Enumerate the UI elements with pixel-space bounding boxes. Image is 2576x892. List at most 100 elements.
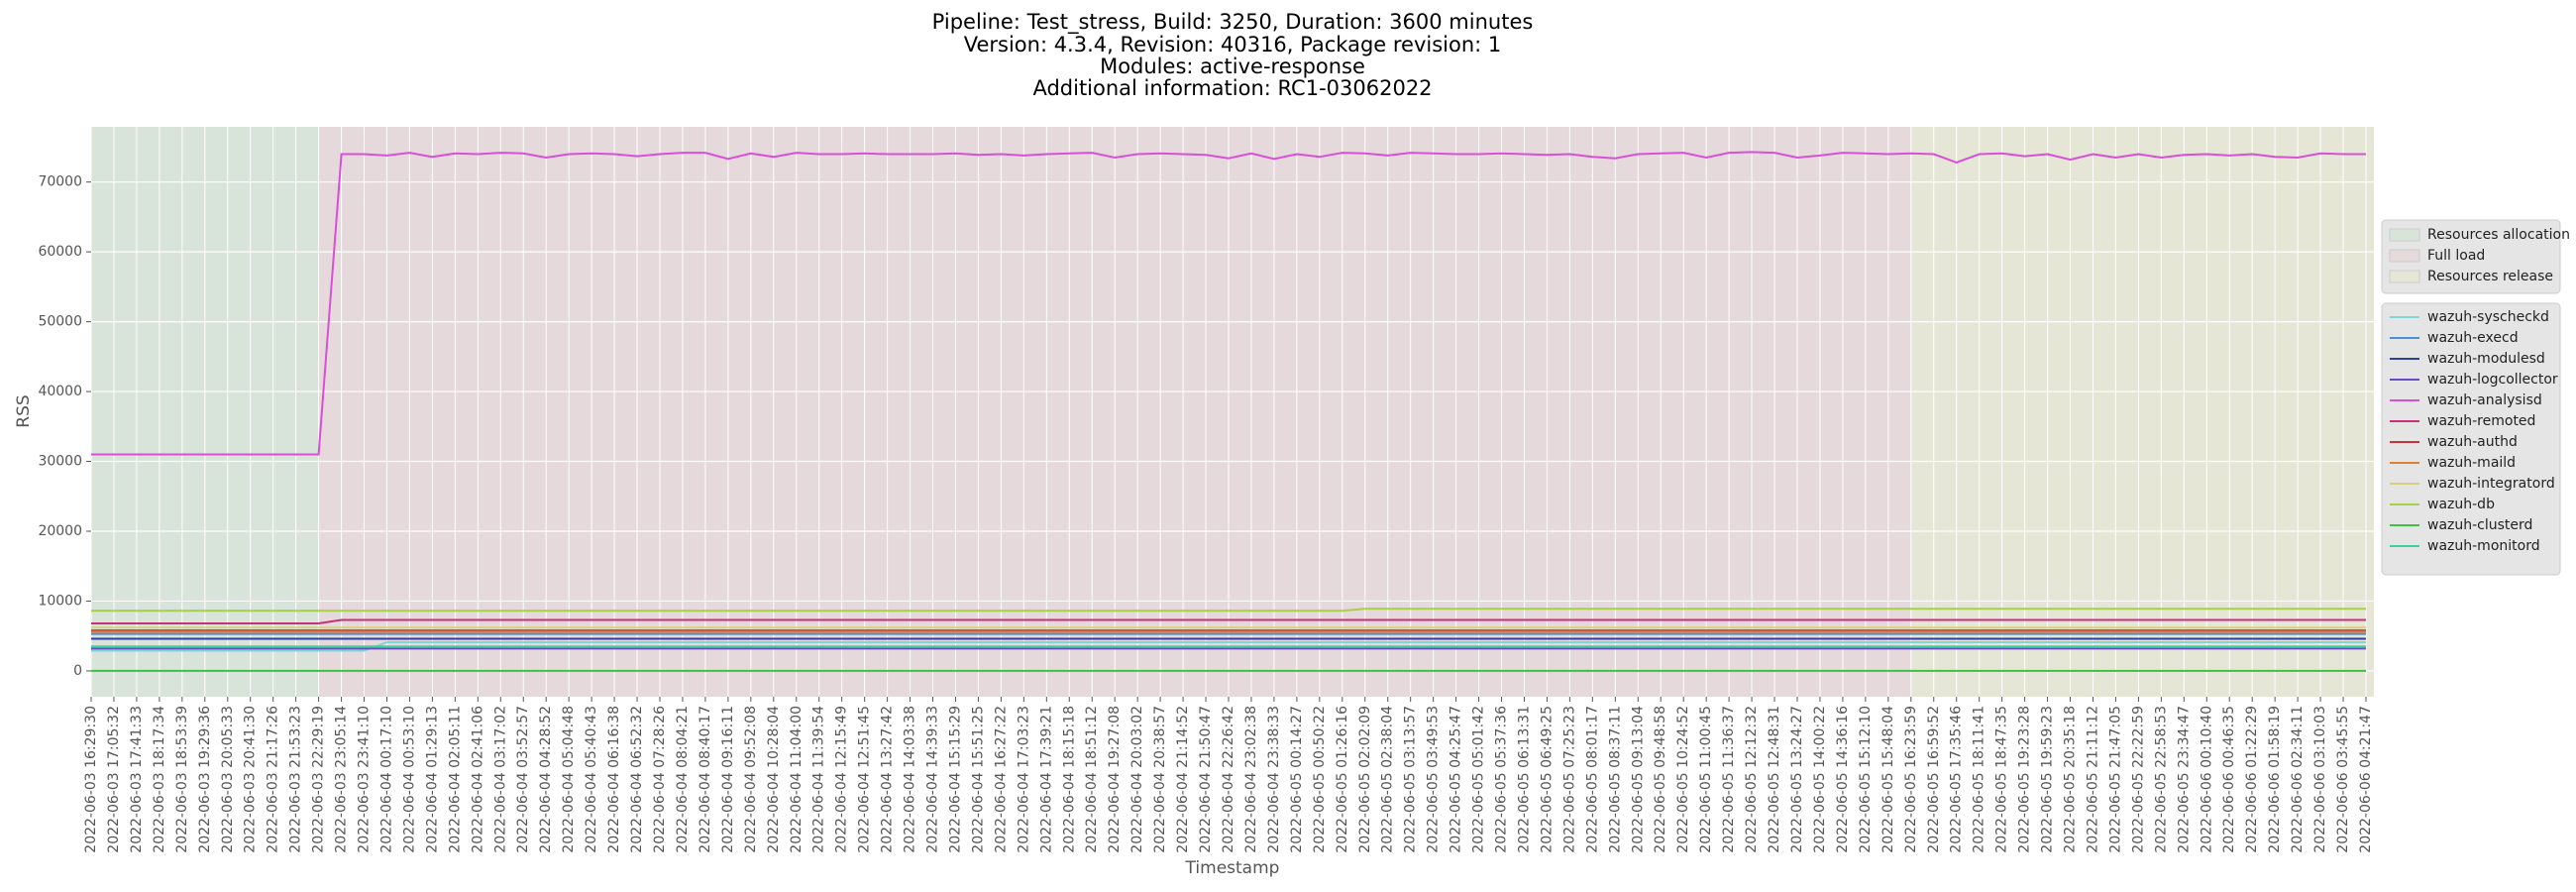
x-tick-label: 2022-06-04 03:52:57 — [515, 706, 531, 853]
x-tick-label: 2022-06-04 02:05:11 — [447, 706, 463, 853]
x-tick-label: 2022-06-05 22:22:59 — [2130, 706, 2146, 853]
x-tick-label: 2022-06-05 07:25:23 — [1561, 706, 1577, 853]
x-tick-label: 2022-06-04 02:41:06 — [470, 706, 485, 853]
series-line — [91, 618, 2366, 624]
x-tick-label: 2022-06-03 16:29:30 — [83, 706, 99, 853]
legend-label: Full load — [2427, 248, 2485, 264]
x-tick-label: 2022-06-06 01:22:29 — [2244, 706, 2260, 853]
x-tick-label: 2022-06-05 14:36:16 — [1835, 706, 1851, 853]
x-tick-label: 2022-06-04 03:17:02 — [492, 706, 508, 853]
y-tick-label: 70000 — [38, 174, 82, 190]
x-tick-label: 2022-06-03 23:05:14 — [334, 706, 350, 853]
x-tick-label: 2022-06-06 00:46:35 — [2221, 706, 2237, 853]
x-tick-label: 2022-06-03 23:41:10 — [357, 706, 373, 853]
chart-title: Pipeline: Test_stress, Build: 3250, Dura… — [932, 10, 1534, 35]
legend-box — [2381, 302, 2561, 576]
x-tick-label: 2022-06-05 06:49:25 — [1539, 706, 1555, 853]
x-tick-label: 2022-06-04 18:51:12 — [1084, 706, 1100, 853]
x-tick-label: 2022-06-05 21:11:12 — [2085, 706, 2100, 853]
legend-label: wazuh-monitord — [2427, 538, 2540, 554]
x-tick-label: 2022-06-04 12:15:49 — [834, 706, 850, 853]
x-tick-label: 2022-06-05 04:25:47 — [1449, 706, 1464, 853]
x-tick-label: 2022-06-05 00:14:27 — [1289, 706, 1305, 853]
legend-label: wazuh-modulesd — [2427, 351, 2545, 367]
x-tick-label: 2022-06-04 17:03:23 — [1016, 706, 1031, 853]
x-tick-label: 2022-06-05 01:26:16 — [1335, 706, 1350, 853]
x-tick-label: 2022-06-04 04:28:52 — [538, 706, 554, 853]
x-tick-label: 2022-06-05 09:48:58 — [1653, 706, 1668, 853]
y-axis-label: RSS — [14, 394, 34, 427]
x-tick-label: 2022-06-04 23:02:38 — [1243, 706, 1259, 853]
x-tick-label: 2022-06-05 05:01:42 — [1471, 706, 1487, 853]
x-tick-label: 2022-06-04 10:28:04 — [766, 706, 782, 853]
x-tick-label: 2022-06-05 05:37:36 — [1494, 706, 1510, 853]
x-tick-label: 2022-06-04 13:27:42 — [880, 706, 896, 853]
y-tick-label: 50000 — [38, 314, 82, 330]
x-tick-label: 2022-06-04 05:04:48 — [561, 706, 577, 853]
x-tick-label: 2022-06-05 11:36:37 — [1721, 706, 1737, 853]
x-tick-label: 2022-06-03 17:05:32 — [106, 706, 122, 853]
x-tick-label: 2022-06-04 19:27:08 — [1107, 706, 1123, 853]
legend-label: Resources release — [2427, 269, 2553, 284]
x-tick-label: 2022-06-03 19:29:36 — [197, 706, 213, 853]
legend-label: wazuh-analysisd — [2427, 392, 2542, 408]
x-tick-label: 2022-06-06 01:58:19 — [2267, 706, 2283, 853]
x-tick-label: 2022-06-04 11:39:54 — [811, 706, 827, 853]
x-tick-label: 2022-06-05 22:58:53 — [2153, 706, 2169, 853]
x-tick-label: 2022-06-05 19:23:28 — [2017, 706, 2033, 853]
x-tick-label: 2022-06-05 16:23:59 — [1903, 706, 1919, 853]
x-tick-label: 2022-06-03 17:41:33 — [129, 706, 145, 853]
x-tick-label: 2022-06-04 06:16:38 — [606, 706, 622, 853]
y-tick-label: 10000 — [38, 593, 82, 609]
legend-label: wazuh-logcollector — [2427, 372, 2558, 388]
x-tick-label: 2022-06-03 20:05:33 — [220, 706, 236, 853]
x-tick-label: 2022-06-04 15:51:25 — [970, 706, 986, 853]
x-tick-label: 2022-06-05 20:35:18 — [2063, 706, 2079, 853]
x-tick-label: 2022-06-04 16:27:22 — [993, 706, 1009, 853]
series-line — [91, 151, 2366, 456]
x-tick-label: 2022-06-03 18:53:39 — [174, 706, 190, 853]
x-tick-label: 2022-06-06 00:10:40 — [2199, 706, 2214, 853]
legend-label: wazuh-integratord — [2427, 476, 2555, 492]
y-tick-label: 0 — [73, 663, 82, 679]
x-tick-label: 2022-06-04 12:51:45 — [857, 706, 873, 853]
x-tick-label: 2022-06-04 00:17:10 — [378, 706, 394, 853]
x-tick-label: 2022-06-04 18:15:18 — [1061, 706, 1077, 853]
x-tick-label: 2022-06-05 15:12:10 — [1858, 706, 1874, 853]
y-tick-label: 40000 — [38, 384, 82, 399]
series-line — [91, 608, 2366, 613]
legend-label: wazuh-syscheckd — [2427, 309, 2549, 325]
x-tick-label: 2022-06-05 12:48:31 — [1767, 706, 1782, 853]
x-tick-label: 2022-06-05 13:24:27 — [1789, 706, 1805, 853]
x-tick-label: 2022-06-05 17:35:46 — [1949, 706, 1965, 853]
chart-title: Modules: active-response — [1100, 55, 1365, 78]
x-tick-label: 2022-06-03 22:29:19 — [311, 706, 327, 853]
legend-label: wazuh-clusterd — [2427, 517, 2532, 533]
x-tick-label: 2022-06-03 18:17:34 — [152, 706, 167, 853]
y-tick-label: 60000 — [38, 244, 82, 260]
x-tick-label: 2022-06-04 11:04:00 — [789, 706, 805, 853]
x-tick-label: 2022-06-06 04:21:47 — [2358, 706, 2374, 853]
x-tick-label: 2022-06-04 21:50:47 — [1198, 706, 1214, 853]
x-tick-label: 2022-06-04 21:14:52 — [1175, 706, 1191, 853]
x-tick-label: 2022-06-05 06:13:31 — [1516, 706, 1532, 853]
x-tick-label: 2022-06-04 09:16:11 — [720, 706, 736, 853]
x-tick-label: 2022-06-05 15:48:04 — [1880, 706, 1896, 853]
x-tick-label: 2022-06-04 14:39:33 — [925, 706, 941, 853]
legend-label: wazuh-maild — [2427, 455, 2516, 471]
x-axis-label: Timestamp — [1185, 858, 1280, 878]
x-tick-label: 2022-06-04 17:39:21 — [1038, 706, 1054, 853]
legend-swatch — [2389, 249, 2420, 263]
x-tick-label: 2022-06-05 18:47:35 — [1994, 706, 2010, 853]
legend-label: wazuh-db — [2427, 497, 2495, 512]
x-tick-label: 2022-06-04 20:38:57 — [1152, 706, 1168, 853]
legend-label: wazuh-remoted — [2427, 413, 2535, 429]
x-tick-label: 2022-06-04 15:15:29 — [947, 706, 963, 853]
legend-swatch — [2389, 228, 2420, 242]
x-tick-label: 2022-06-05 23:34:47 — [2176, 706, 2192, 853]
x-tick-label: 2022-06-03 21:53:23 — [288, 706, 304, 853]
legend-label: Resources allocation — [2427, 227, 2570, 243]
x-tick-label: 2022-06-04 23:38:33 — [1266, 706, 1282, 853]
x-tick-label: 2022-06-04 22:26:42 — [1221, 706, 1236, 853]
